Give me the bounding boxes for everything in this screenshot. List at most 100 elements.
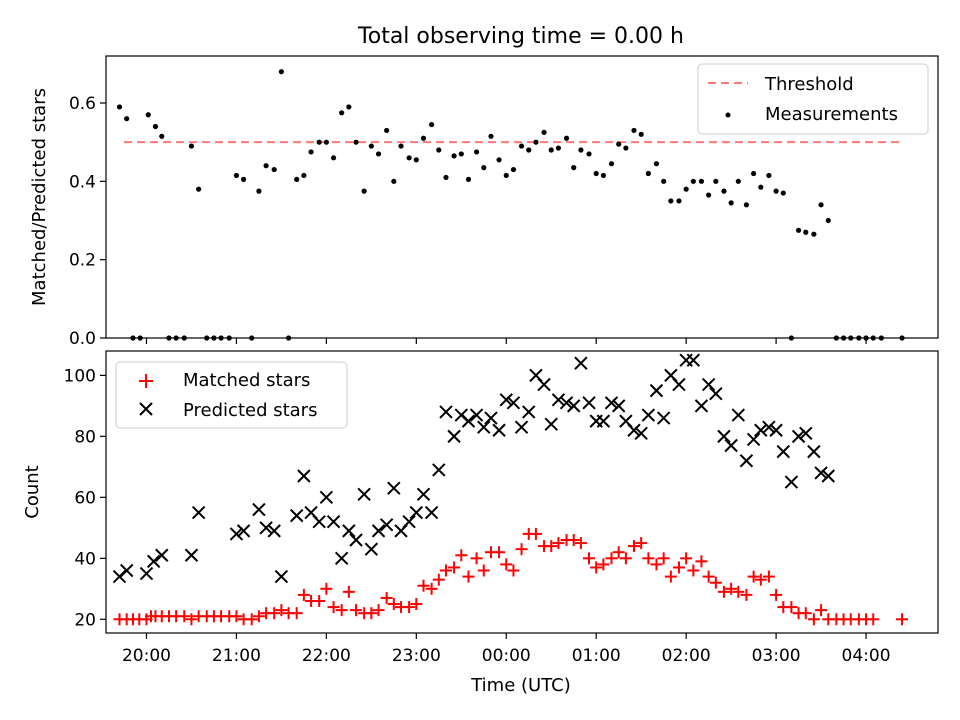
matched-star-marker: [567, 534, 580, 547]
predicted-star-marker: [596, 414, 611, 428]
matched-star-marker: [545, 540, 558, 553]
predicted-star-stroke: [762, 420, 776, 434]
predicted-star-stroke: [821, 469, 835, 483]
measurement-point: [443, 174, 449, 181]
measurement-point: [353, 139, 359, 145]
predicted-star-stroke: [334, 551, 349, 566]
predicted-star-marker: [784, 475, 799, 489]
measurement-point: [811, 231, 817, 237]
measurement-point: [241, 176, 247, 182]
matched-star-marker: [762, 570, 775, 583]
predicted-star-stroke: [499, 393, 513, 407]
predicted-star-stroke: [349, 533, 363, 547]
predicted-star-stroke: [604, 396, 619, 410]
measurement-point: [803, 229, 809, 235]
predicted-star-stroke: [191, 505, 206, 520]
predicted-star-marker: [409, 505, 424, 520]
measurement-point: [375, 151, 382, 157]
measurement-point: [638, 131, 644, 137]
measurement-point: [413, 157, 419, 163]
top-axes-frame: [105, 55, 939, 339]
predicted-star-stroke: [739, 454, 754, 468]
predicted-star-marker: [799, 426, 813, 441]
bottom-x-tick-label: 21:00: [212, 646, 261, 666]
bottom-y-tick-label: 60: [74, 488, 96, 508]
matched-star-marker: [732, 585, 745, 598]
predicted-star-stroke: [686, 353, 701, 367]
matched-star-marker: [439, 564, 452, 577]
matched-star-marker: [515, 543, 528, 556]
matched-star-marker: [687, 564, 700, 577]
measurement-point: [698, 178, 705, 184]
measurement-point: [339, 110, 345, 116]
predicted-star-stroke: [731, 408, 746, 422]
predicted-star-marker: [484, 411, 498, 425]
predicted-star-marker: [274, 569, 289, 584]
predicted-star-points: [112, 353, 835, 584]
measurement-point: [600, 172, 607, 179]
predicted-star-marker: [574, 356, 588, 370]
predicted-star-marker: [717, 429, 731, 444]
predicted-star-stroke: [155, 548, 169, 562]
measurement-point: [690, 178, 696, 184]
measurement-point: [361, 188, 367, 194]
predicted-star-marker: [432, 463, 446, 477]
predicted-star-marker: [402, 515, 416, 529]
measurement-point: [713, 178, 719, 184]
bottom-y-axis-label: Count: [22, 465, 43, 518]
matched-star-marker: [815, 604, 828, 617]
top-legend-frame: [697, 63, 929, 135]
predicted-star-marker: [357, 487, 371, 501]
top-ratio-axes: 0.0 0.2 0.4 0.6 Matched/Predicted stars Thr…: [29, 55, 939, 349]
matched-star-marker: [297, 588, 310, 601]
measurement-point: [473, 149, 480, 155]
bottom-legend: Matched stars Predicted stars: [115, 361, 348, 429]
matched-star-marker: [185, 613, 198, 626]
matched-star-marker: [462, 570, 475, 583]
predicted-star-marker: [656, 411, 671, 425]
measurement-point: [256, 188, 262, 194]
predicted-star-marker: [312, 515, 326, 529]
bottom-x-tick-label: 01:00: [572, 646, 621, 666]
predicted-star-marker: [754, 423, 768, 437]
measurement-point: [465, 176, 472, 182]
bottom-x-tick-label: 23:00: [392, 646, 441, 666]
matched-star-marker: [725, 582, 738, 595]
predicted-star-stroke: [784, 475, 799, 489]
bottom-x-tick-label: 22:00: [302, 646, 351, 666]
matched-star-marker: [230, 610, 243, 623]
measurement-point: [728, 200, 734, 206]
predicted-star-marker: [371, 524, 386, 538]
legend-matched-label: Matched stars: [183, 370, 310, 391]
predicted-star-marker: [447, 429, 461, 444]
matched-star-marker: [507, 564, 520, 577]
matched-star-marker: [335, 604, 348, 617]
matched-star-marker: [807, 613, 820, 626]
measurement-point: [825, 217, 831, 224]
measurement-point: [518, 143, 525, 149]
measurement-point: [616, 141, 622, 147]
matched-star-marker: [268, 607, 281, 620]
matched-star-marker: [372, 604, 385, 617]
legend-predicted-swatch: [139, 402, 153, 416]
bottom-x-tick-label: 03:00: [752, 646, 801, 666]
predicted-star-marker: [267, 524, 281, 538]
predicted-star-stroke: [551, 393, 566, 407]
predicted-star-stroke: [619, 414, 633, 428]
measurement-point: [735, 178, 741, 184]
predicted-star-stroke: [799, 426, 813, 441]
predicted-star-marker: [259, 521, 273, 535]
predicted-star-stroke: [724, 438, 738, 453]
matched-star-marker: [612, 546, 625, 559]
measurement-point: [496, 157, 502, 163]
bottom-x-tick-label: 02:00: [662, 646, 711, 666]
predicted-star-stroke: [326, 515, 341, 529]
measurement-point: [676, 198, 682, 204]
matched-star-marker: [493, 546, 506, 559]
bottom-x-tick-label: 00:00: [482, 646, 531, 666]
predicted-star-stroke: [139, 566, 154, 581]
measurement-point: [818, 202, 824, 208]
matched-star-marker: [245, 613, 258, 626]
predicted-star-stroke: [229, 527, 244, 541]
